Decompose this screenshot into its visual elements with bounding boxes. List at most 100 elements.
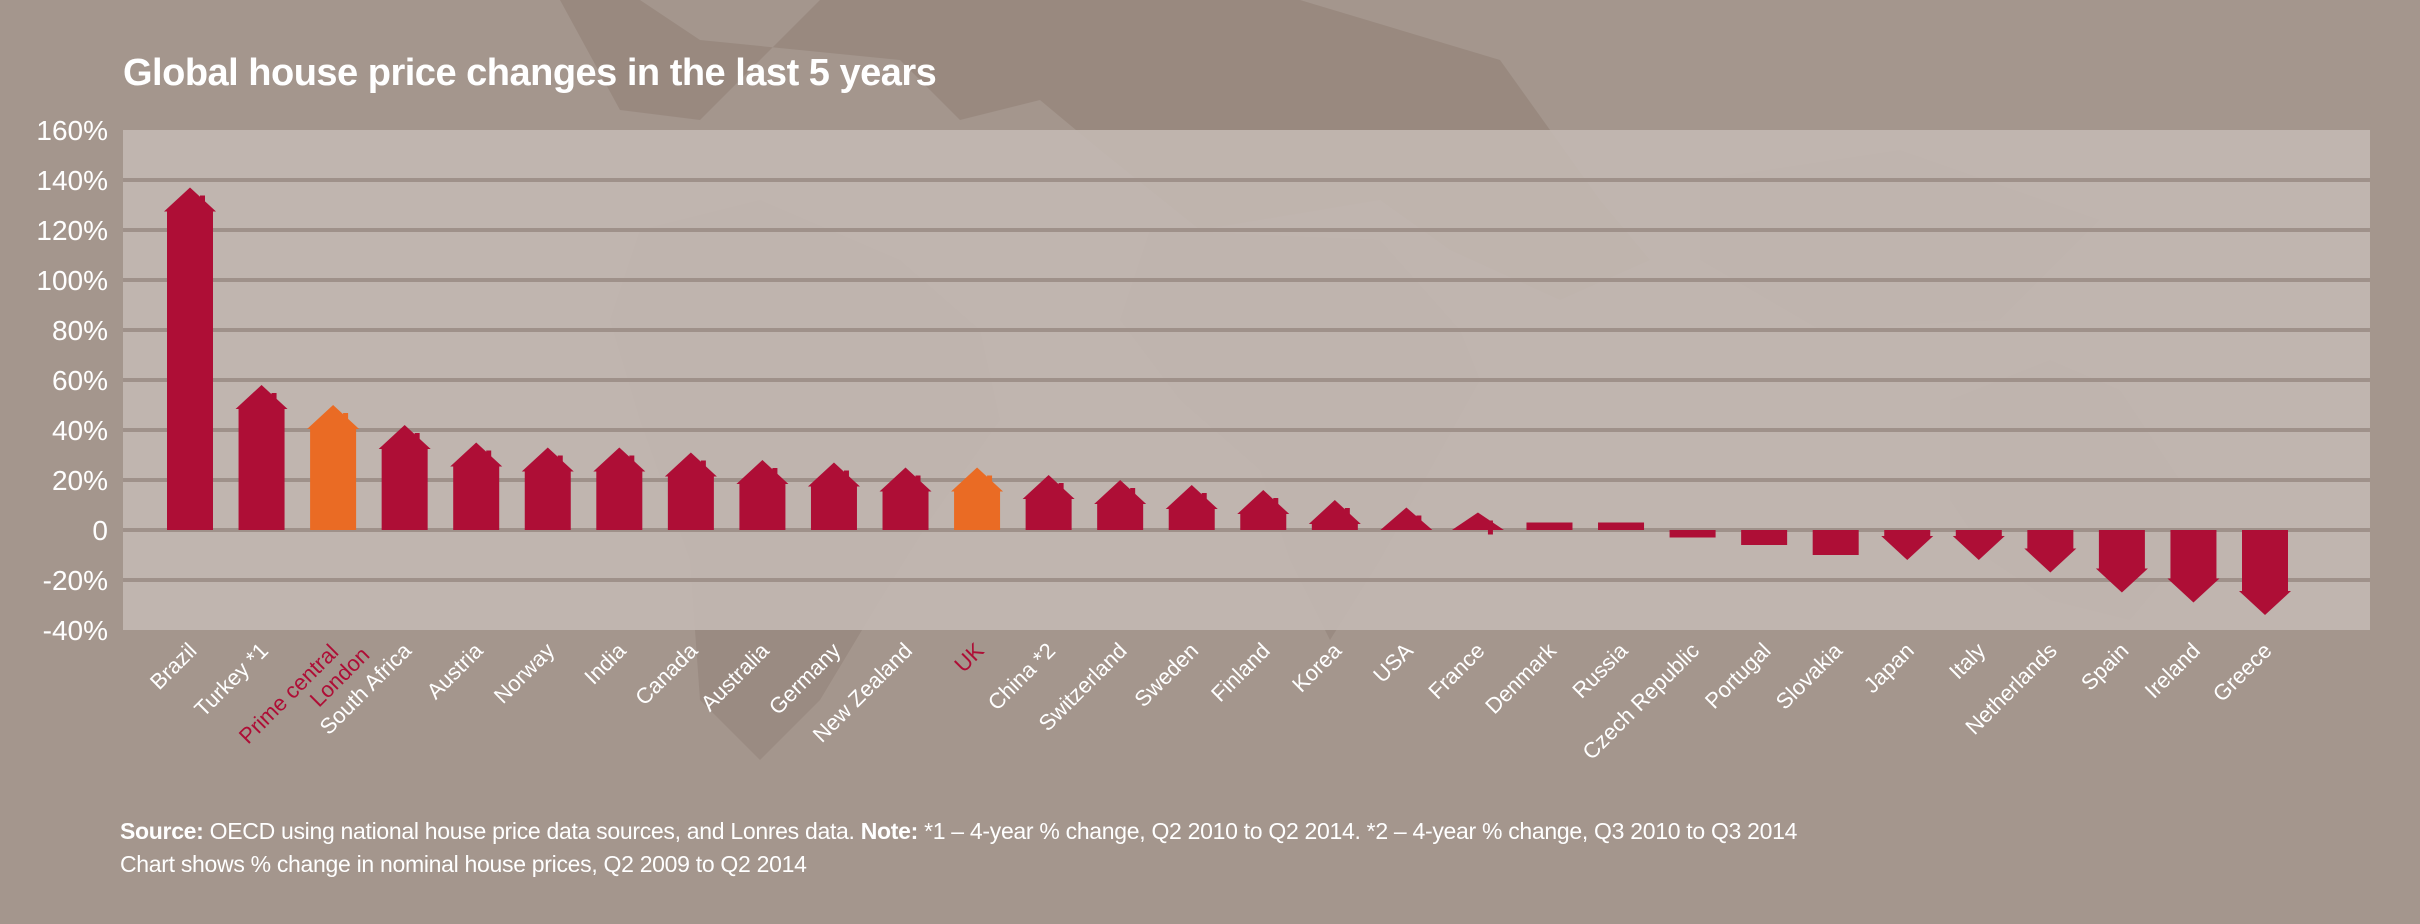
y-tick-label: -40% xyxy=(43,615,108,646)
bar-body xyxy=(238,409,285,530)
x-tick-label: Italy xyxy=(1944,638,1990,684)
bar-arrowhead xyxy=(1881,536,1934,560)
bar-denmark xyxy=(1526,522,1573,530)
y-tick-label: -20% xyxy=(43,565,108,596)
bar-spain xyxy=(2095,530,2148,593)
x-tick-label: Norway xyxy=(489,638,559,708)
bar-arrowhead xyxy=(1308,500,1361,524)
bar-finland xyxy=(1237,490,1290,530)
x-tick-label: Slovakia xyxy=(1771,637,1848,714)
bar-south-africa xyxy=(378,425,431,530)
y-axis-ticks: 160% 140% 120% 100% 80% 60% 40% 20% 0 -20% -40% xyxy=(36,115,108,646)
bar-body xyxy=(1240,514,1287,530)
bar-arrowhead xyxy=(807,462,860,487)
x-tick-label: Finland xyxy=(1206,638,1275,707)
bar-arrowhead xyxy=(2024,548,2077,573)
bar-body xyxy=(381,449,428,530)
bar-turkey xyxy=(235,385,288,530)
y-tick-label: 140% xyxy=(36,165,108,196)
bar-arrowhead xyxy=(235,385,288,409)
bar-body xyxy=(167,211,213,530)
bar-uk xyxy=(951,467,1004,530)
bar-russia xyxy=(1598,522,1645,530)
bar-ireland xyxy=(2167,530,2220,603)
y-tick-label: 80% xyxy=(52,315,108,346)
x-tick-label: Canada xyxy=(630,637,703,710)
bar-body xyxy=(2027,530,2074,549)
bar-greece xyxy=(2239,530,2291,615)
x-tick-label: Greece xyxy=(2208,638,2277,707)
note-text: *1 – 4-year % change, Q2 2010 to Q2 2014… xyxy=(917,818,1798,844)
x-tick-label: India xyxy=(579,637,631,689)
bar-body xyxy=(453,466,500,530)
bar-body xyxy=(1884,530,1931,536)
x-tick-label: Spain xyxy=(2076,638,2133,695)
bar-body xyxy=(1526,522,1573,530)
bar-body xyxy=(1812,530,1859,555)
bar-germany xyxy=(807,462,860,530)
bar-arrowhead xyxy=(1022,475,1075,499)
gridline xyxy=(123,278,2370,282)
x-tick-label: Japan xyxy=(1859,638,1919,698)
bar-arrowhead xyxy=(1451,512,1504,530)
note-label: Note: xyxy=(860,818,919,844)
bar-italy xyxy=(1952,530,2005,560)
bar-netherlands xyxy=(2024,530,2077,573)
bar-arrowhead xyxy=(879,467,932,492)
source-label: Source: xyxy=(120,818,204,844)
gridline xyxy=(123,178,2370,182)
bar-arrowhead xyxy=(1952,536,2005,560)
chart-description: Chart shows % change in nominal house pr… xyxy=(120,851,807,877)
bar-arrowhead xyxy=(1165,485,1218,509)
bar-korea xyxy=(1308,500,1361,530)
bar-body xyxy=(310,429,357,530)
gridline xyxy=(123,578,2370,582)
bar-arrowhead xyxy=(164,187,216,212)
bar-arrowhead xyxy=(951,467,1004,492)
bar-arrowhead xyxy=(1380,507,1433,530)
y-tick-label: 120% xyxy=(36,215,108,246)
x-tick-label: Russia xyxy=(1567,637,1633,703)
y-tick-label: 100% xyxy=(36,265,108,296)
bars xyxy=(164,187,2291,615)
bar-body xyxy=(667,476,714,530)
bar-body xyxy=(1598,522,1645,530)
bar-usa xyxy=(1380,507,1433,530)
y-tick-label: 60% xyxy=(52,365,108,396)
bar-body xyxy=(1741,530,1788,545)
chart-title: Global house price changes in the last 5… xyxy=(123,52,937,94)
bar-new-zealand xyxy=(879,467,932,530)
y-tick-label: 40% xyxy=(52,415,108,446)
bar-portugal xyxy=(1741,530,1788,545)
x-tick-label: Ireland xyxy=(2140,638,2205,703)
bar-body xyxy=(1168,509,1215,530)
bar-arrowhead xyxy=(378,425,431,449)
bar-arrowhead xyxy=(2167,578,2220,603)
y-tick-label: 20% xyxy=(52,465,108,496)
bar-japan xyxy=(1881,530,1934,560)
bar-body xyxy=(524,471,571,530)
x-tick-label: UK xyxy=(949,638,989,678)
gridline xyxy=(123,378,2370,382)
bar-brazil xyxy=(164,187,216,530)
bar-australia xyxy=(736,460,789,530)
bar-china xyxy=(1022,475,1075,530)
gridline xyxy=(123,428,2370,432)
bar-body xyxy=(882,491,929,530)
bar-arrowhead xyxy=(593,447,646,472)
bar-arrowhead xyxy=(1237,490,1290,514)
x-tick-label: Korea xyxy=(1287,637,1347,697)
bar-arrowhead xyxy=(450,442,503,467)
x-tick-label: France xyxy=(1423,638,1489,704)
gridline xyxy=(123,328,2370,332)
bar-body xyxy=(1311,524,1358,530)
x-tick-label: Sweden xyxy=(1129,638,1203,712)
x-tick-label: Portugal xyxy=(1700,638,1776,714)
x-tick-label: Australia xyxy=(696,637,775,716)
bar-body xyxy=(810,486,857,530)
x-tick-label: Austria xyxy=(422,637,489,704)
x-tick-label: Brazil xyxy=(145,638,202,695)
bar-arrowhead xyxy=(2239,591,2291,615)
bar-austria xyxy=(450,442,503,530)
